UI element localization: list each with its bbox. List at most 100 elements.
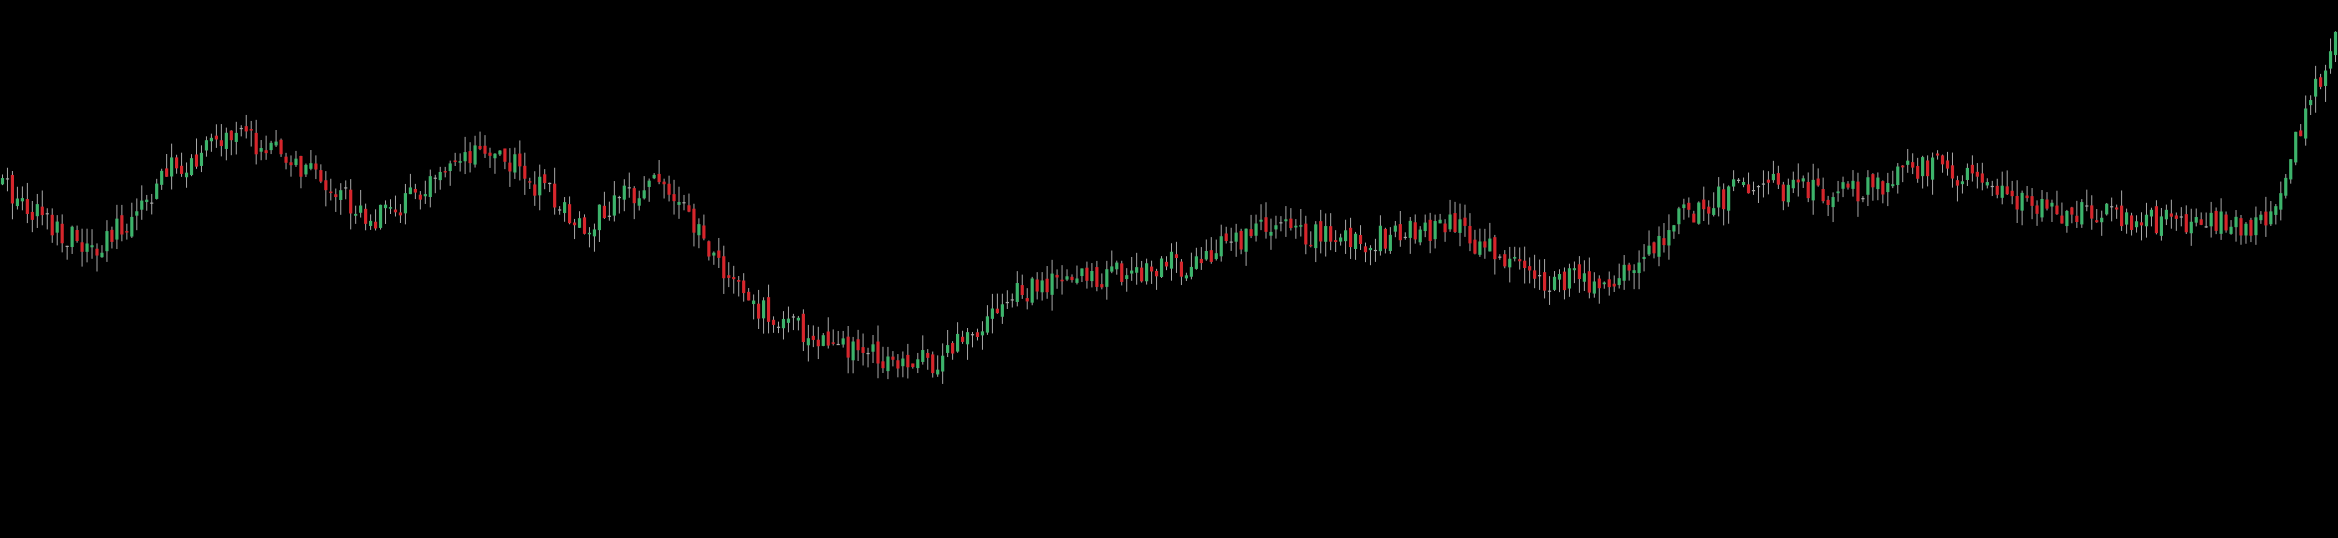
candle-body-down	[1055, 274, 1059, 278]
candle-body-up	[1204, 250, 1208, 260]
candle-body-down	[150, 202, 154, 204]
candle-body-up	[70, 226, 74, 248]
candle-body-up	[597, 204, 602, 231]
candle-body-up	[1110, 266, 1114, 272]
candle-body-down	[1597, 278, 1601, 289]
candle-body-down	[1309, 244, 1313, 247]
candle-body-down	[433, 177, 437, 179]
candle-body-up	[1557, 274, 1562, 280]
candle-body-up	[1836, 191, 1840, 194]
candle-body-up	[383, 204, 388, 209]
candle-body-up	[1906, 160, 1910, 165]
candle-body-up	[587, 232, 592, 235]
candle-body-up	[1169, 251, 1174, 269]
candle-body-down	[1776, 173, 1780, 185]
candle-body-down	[926, 352, 930, 358]
candle-body-up	[1090, 271, 1094, 282]
candle-body-down	[891, 356, 895, 360]
candle-body-up	[1000, 304, 1004, 317]
candle-body-down	[975, 332, 980, 337]
candle-body-up	[2333, 31, 2338, 56]
candle-body-up	[538, 176, 542, 196]
candle-body-down	[120, 215, 124, 235]
candle-body-down	[2224, 214, 2228, 231]
candle-body-up	[941, 355, 945, 372]
candle-body-up	[294, 158, 298, 166]
candle-body-down	[2075, 215, 2079, 222]
candle-body-down	[165, 168, 169, 177]
candle-body-up	[1811, 179, 1815, 201]
candle-body-down	[528, 181, 532, 183]
candle-body-down	[503, 148, 507, 162]
candle-body-up	[627, 187, 631, 189]
candle-body-up	[2000, 185, 2004, 198]
candle-body-down	[1279, 222, 1283, 224]
candle-body-down	[1722, 189, 1726, 210]
candle-body-down	[1926, 160, 1930, 177]
candle-body-up	[204, 140, 209, 151]
candle-body-up	[388, 207, 393, 209]
candle-body-down	[995, 308, 999, 314]
candle-body-down	[831, 342, 835, 344]
candle-body-up	[2164, 209, 2168, 220]
candle-body-up	[1214, 253, 1218, 260]
candle-body-up	[199, 152, 204, 166]
candle-body-down	[468, 151, 472, 164]
candle-body-down	[50, 214, 54, 236]
candle-body-up	[463, 152, 467, 162]
candle-body-up	[1886, 183, 1890, 193]
candle-body-up	[1339, 237, 1343, 242]
candle-body-up	[1274, 225, 1278, 230]
candle-body-down	[518, 153, 522, 167]
candle-body-down	[1746, 184, 1751, 194]
candle-body-down	[2095, 220, 2099, 223]
candle-body-up	[1050, 273, 1054, 295]
candle-body-down	[2025, 195, 2029, 199]
candle-body-down	[1224, 233, 1228, 242]
candle-body-down	[334, 194, 338, 198]
candle-body-up	[2284, 177, 2288, 196]
candle-body-down	[791, 316, 796, 318]
candle-body-down	[1528, 266, 1532, 271]
candle-body-down	[319, 170, 323, 182]
candle-body-down	[1796, 179, 1800, 183]
candle-body-up	[189, 158, 194, 176]
candle-body-down	[1010, 299, 1014, 301]
candle-series	[0, 31, 2338, 384]
candle-body-down	[2115, 207, 2119, 210]
candle-body-down	[508, 162, 512, 172]
candle-body-down	[443, 171, 447, 173]
candle-body-down	[617, 196, 621, 199]
candle-body-up	[796, 317, 800, 321]
candle-body-down	[95, 248, 99, 256]
candle-body-up	[2209, 212, 2213, 227]
candle-body-up	[2080, 202, 2084, 225]
candle-body-up	[612, 195, 616, 216]
candle-body-up	[712, 252, 716, 256]
candle-body-down	[1702, 199, 1706, 210]
candle-body-up	[1423, 222, 1427, 232]
candle-body-down	[30, 211, 34, 220]
candle-body-down	[329, 191, 333, 194]
candle-body-down	[373, 221, 378, 229]
candle-body-up	[1896, 166, 1900, 186]
candle-body-up	[2189, 221, 2193, 234]
candle-body-down	[1468, 225, 1472, 244]
candle-body-up	[1115, 262, 1119, 270]
candle-body-down	[1100, 284, 1104, 288]
candle-body-down	[1518, 259, 1522, 262]
candle-body-up	[1378, 225, 1382, 252]
candle-body-up	[1075, 278, 1079, 283]
candle-body-up	[2269, 211, 2273, 225]
candle-body-up	[90, 245, 94, 248]
candle-body-up	[647, 180, 651, 187]
candle-body-up	[473, 145, 477, 165]
candle-body-up	[1727, 186, 1731, 211]
candle-body-up	[2328, 51, 2333, 69]
candle-body-down	[229, 130, 233, 141]
candle-body-up	[2279, 193, 2283, 210]
candle-body-up	[115, 218, 119, 240]
candle-body-down	[2299, 130, 2303, 137]
candle-body-up	[558, 209, 562, 211]
candle-body-down	[314, 163, 318, 170]
